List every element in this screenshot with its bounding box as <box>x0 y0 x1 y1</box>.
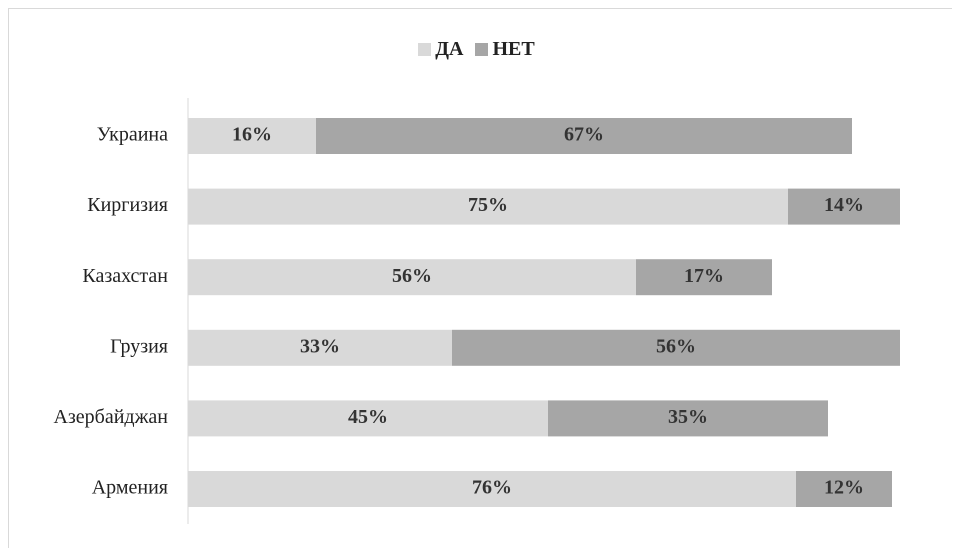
bar-da <box>188 400 548 437</box>
data-label: 16% <box>232 124 272 146</box>
data-label: 56% <box>392 265 432 287</box>
bar-net <box>788 188 900 225</box>
legend-item-da: ДА <box>418 38 463 61</box>
data-label: 12% <box>824 477 864 499</box>
bar-net <box>636 259 772 296</box>
legend-label-net: НЕТ <box>492 38 535 60</box>
legend-item-net: НЕТ <box>475 38 535 61</box>
legend-swatch-da <box>418 43 432 56</box>
category-label: Украина <box>97 124 168 146</box>
data-label: 17% <box>684 265 724 287</box>
bar-da <box>188 259 636 296</box>
data-label: 75% <box>468 194 508 216</box>
data-label: 35% <box>668 406 708 428</box>
data-label: 76% <box>472 477 512 499</box>
legend: ДА НЕТ <box>0 38 953 61</box>
legend-swatch-net <box>475 43 489 56</box>
bar-net <box>316 118 852 154</box>
data-label: 14% <box>824 194 864 216</box>
bar-net <box>548 400 828 437</box>
data-label: 45% <box>348 406 388 428</box>
bar-da <box>188 471 796 507</box>
bar-da <box>188 188 788 225</box>
category-label: Азербайджан <box>53 406 168 428</box>
category-label: Грузия <box>110 335 168 357</box>
data-label: 33% <box>300 335 340 357</box>
bar-da <box>188 329 452 366</box>
bar-net <box>796 471 892 507</box>
data-label: 56% <box>656 335 696 357</box>
category-label: Армения <box>92 477 168 499</box>
data-label: 67% <box>564 124 604 146</box>
category-label: Киргизия <box>87 194 168 216</box>
bar-da <box>188 118 316 154</box>
category-label: Казахстан <box>82 265 168 287</box>
legend-label-da: ДА <box>435 38 464 60</box>
bar-net <box>452 329 900 366</box>
